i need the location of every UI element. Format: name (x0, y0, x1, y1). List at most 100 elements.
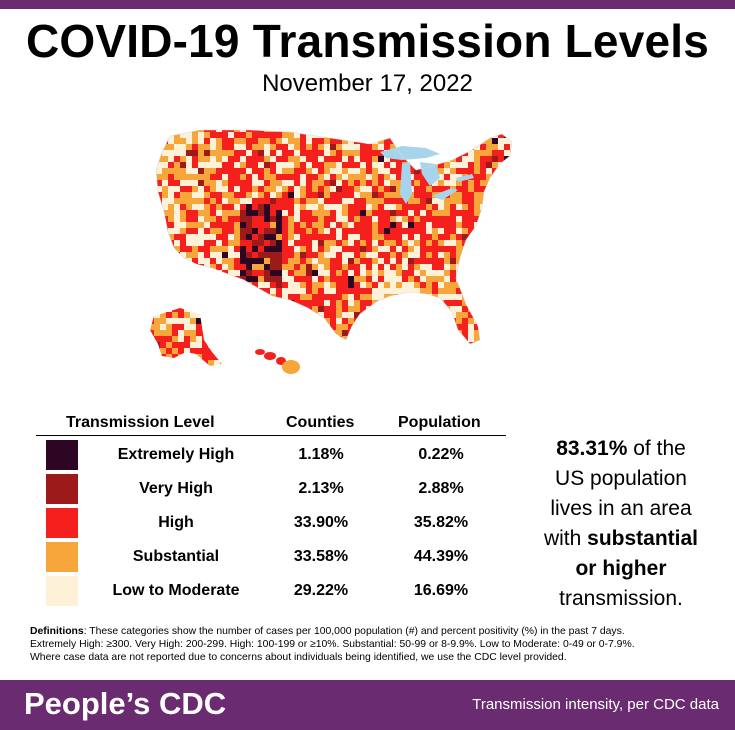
county-cell (354, 330, 361, 337)
county-cell (444, 282, 451, 289)
county-cell (504, 198, 511, 205)
county-cell (150, 342, 155, 349)
county-cell (396, 294, 403, 301)
county-cell (186, 144, 193, 151)
county-cell (414, 306, 421, 313)
county-cell (270, 186, 277, 193)
county-cell (498, 228, 505, 235)
county-cell (222, 216, 229, 223)
county-cell (510, 318, 512, 325)
county-cell (276, 198, 283, 205)
county-cell (390, 210, 397, 217)
county-cell (234, 240, 241, 247)
county-cell (402, 336, 409, 343)
county-cell (240, 174, 247, 181)
county-cell (354, 192, 361, 199)
county-cell (288, 162, 295, 169)
county-cell (486, 130, 493, 133)
county-cell (474, 174, 481, 181)
county-cell (306, 330, 313, 337)
county-cell (306, 204, 313, 211)
county-cell (456, 324, 463, 331)
county-cell (240, 342, 247, 344)
county-cell (504, 264, 511, 271)
county-cell (162, 174, 169, 181)
county-cell (276, 144, 283, 151)
counties-value: 2.13% (298, 480, 344, 497)
county-cell (162, 204, 169, 211)
county-cell (384, 130, 391, 133)
county-cell (220, 324, 222, 331)
county-cell (204, 162, 211, 169)
county-cell (180, 264, 187, 271)
county-cell (258, 192, 265, 199)
county-cell (240, 318, 247, 325)
county-cell (348, 300, 355, 307)
county-cell (336, 228, 343, 235)
county-cell (474, 228, 481, 235)
county-cell (192, 252, 199, 259)
county-cell (252, 180, 259, 187)
county-cell (282, 192, 289, 199)
county-cell (474, 252, 481, 259)
county-cell (240, 330, 247, 337)
county-cell (492, 276, 499, 283)
county-cell (156, 240, 157, 247)
county-cell (258, 216, 265, 223)
county-cell (384, 342, 391, 344)
county-cell (282, 210, 289, 217)
county-cell (360, 192, 367, 199)
county-cell (154, 342, 161, 349)
definitions-line-3: Where case data are not reported due to … (30, 652, 567, 663)
county-cell (510, 300, 512, 307)
county-cell (408, 246, 415, 253)
county-cell (282, 180, 289, 187)
county-cell (324, 228, 331, 235)
county-cell (294, 156, 301, 163)
county-cell (438, 162, 445, 169)
county-cell (366, 210, 373, 217)
county-cell (202, 360, 209, 366)
county-cell (252, 168, 259, 175)
county-cell (228, 132, 235, 139)
county-cell (178, 342, 185, 349)
county-cell (156, 264, 163, 271)
county-cell (216, 198, 223, 205)
county-cell (468, 258, 475, 265)
county-cell (438, 198, 445, 205)
county-cell (510, 210, 512, 217)
county-cell (300, 156, 307, 163)
county-cell (252, 246, 259, 253)
county-cell (330, 276, 337, 283)
county-cell (504, 294, 511, 301)
county-cell (174, 288, 181, 295)
county-cell (156, 186, 157, 193)
county-cell (306, 174, 313, 181)
county-cell (450, 234, 457, 241)
county-cell (210, 300, 217, 307)
county-cell (208, 324, 215, 331)
county-cell (258, 324, 265, 331)
county-cell (312, 282, 319, 289)
county-cell (306, 216, 313, 223)
county-cell (276, 330, 283, 337)
county-cell (510, 336, 512, 343)
county-cell (366, 288, 373, 295)
county-cell (420, 264, 427, 271)
county-cell (360, 318, 367, 325)
county-cell (258, 168, 265, 175)
county-cell (246, 144, 253, 151)
county-cell (390, 222, 397, 229)
county-cell (492, 186, 499, 193)
county-cell (216, 192, 223, 199)
county-cell (222, 294, 229, 301)
county-cell (330, 288, 337, 295)
county-cell (222, 138, 229, 145)
county-cell (366, 198, 373, 205)
county-cell (390, 240, 397, 247)
county-cell (390, 180, 397, 187)
county-cell (414, 318, 421, 325)
county-cell (396, 324, 403, 331)
county-cell (348, 132, 355, 139)
county-cell (162, 252, 169, 259)
